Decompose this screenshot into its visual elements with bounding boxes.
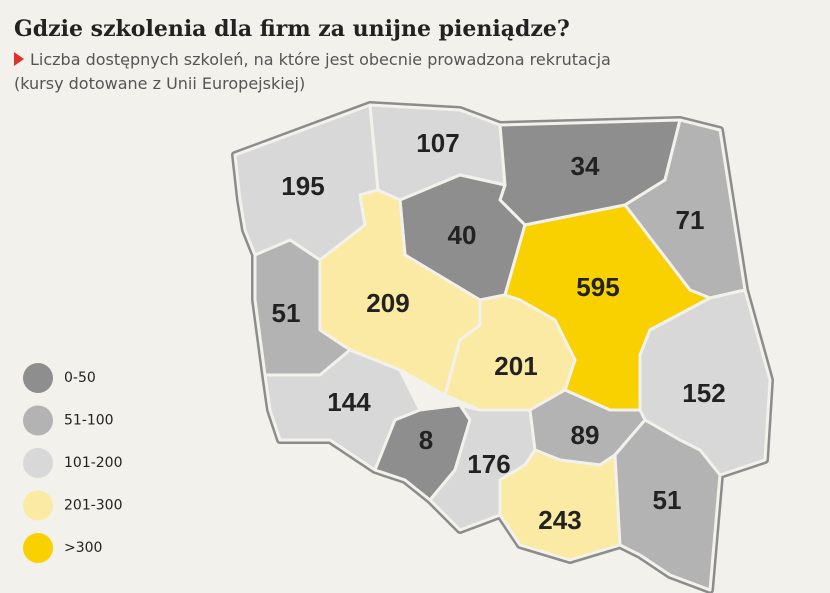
legend-swatch: [23, 405, 53, 436]
region-value: 176: [467, 449, 510, 479]
region-value: 152: [682, 378, 725, 408]
legend-label: 101-200: [64, 455, 123, 471]
legend-swatch: [23, 363, 53, 393]
map: 195 107 34 71 40 209 51 595 201 152 144 8 176 89 243 51: [231, 101, 774, 593]
region-value: 89: [571, 420, 600, 450]
region-value: 243: [538, 505, 581, 535]
legend: 0-50 51-100 101-200 201-300 >300: [23, 363, 123, 563]
region-value: 201: [494, 351, 537, 381]
region-value: 34: [571, 151, 600, 181]
legend-label: 201-300: [64, 498, 123, 514]
region-value: 51: [653, 485, 682, 515]
legend-swatch: [23, 533, 53, 563]
region: [613, 418, 722, 592]
region-value: 40: [448, 220, 477, 250]
title: Gdzie szkolenia dla firm za unijne pieni…: [14, 16, 570, 42]
bullet: [14, 52, 24, 66]
region-value: 195: [281, 171, 324, 201]
region-value: 595: [576, 272, 619, 302]
legend-label: >300: [64, 540, 102, 556]
note: (kursy dotowane z Unii Europejskiej): [14, 74, 305, 93]
region-value: 8: [419, 425, 433, 455]
region-value: 107: [416, 128, 459, 158]
region-value: 71: [676, 205, 705, 235]
region-value: 144: [327, 387, 371, 417]
region-value: 51: [272, 298, 301, 328]
legend-swatch: [23, 448, 53, 478]
legend-swatch: [23, 490, 53, 521]
subtitle: Liczba dostępnych szkoleń, na które jest…: [30, 50, 611, 69]
legend-label: 51-100: [64, 413, 114, 429]
legend-label: 0-50: [64, 370, 96, 386]
region-value: 209: [366, 288, 409, 318]
